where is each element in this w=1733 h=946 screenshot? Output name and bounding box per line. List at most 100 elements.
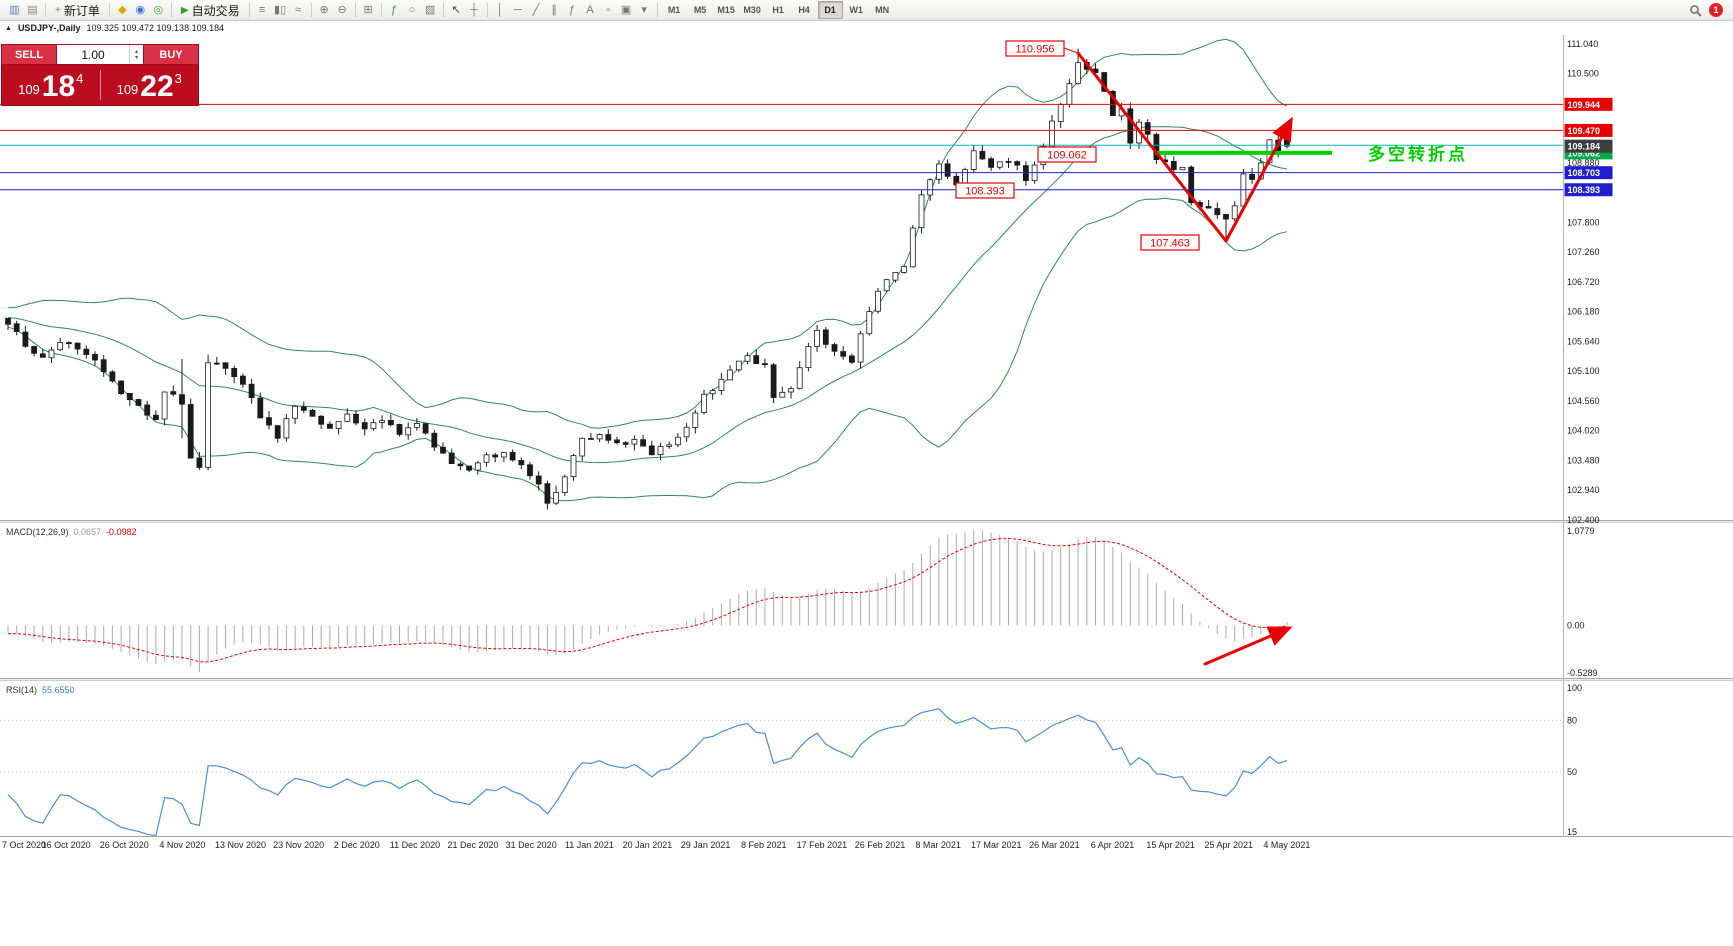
turning-point-label[interactable]: 多空转折点	[1368, 144, 1468, 164]
cursor-icon[interactable]: ↖	[451, 3, 461, 16]
svg-text:105.100: 105.100	[1567, 366, 1600, 376]
chart-title-bar: ▲ USDJPY-,Daily 109.325 109.472 109.138 …	[0, 21, 1733, 35]
zoom-in-icon[interactable]: ⊕	[319, 3, 329, 16]
panel-splitter[interactable]	[0, 520, 1733, 523]
indicators-icon[interactable]: ƒ	[391, 3, 398, 16]
svg-text:4 May 2021: 4 May 2021	[1263, 840, 1310, 850]
buy-button[interactable]: BUY	[143, 44, 199, 65]
quotes-icon[interactable]: ◆	[118, 3, 127, 16]
crosshair-icon[interactable]: ┼	[470, 3, 478, 16]
svg-text:11 Jan 2021: 11 Jan 2021	[565, 840, 614, 850]
buy-price[interactable]: 109 22 3	[101, 65, 199, 105]
price-axis-tags: 109.944 109.470 109.062 108.703 108.393 109.1…	[1564, 97, 1613, 197]
svg-text:109.184: 109.184	[1568, 142, 1601, 152]
text-icon[interactable]: A	[586, 3, 594, 16]
history-center-icon[interactable]: ◉	[135, 3, 146, 16]
svg-text:104.560: 104.560	[1567, 396, 1600, 406]
trend-arrow-0[interactable]	[1063, 47, 1079, 54]
svg-text:109.062: 109.062	[1568, 148, 1601, 158]
svg-text:8 Feb 2021: 8 Feb 2021	[741, 840, 787, 850]
price-axis[interactable]: 111.040110.500109.960109.420108.880108.3…	[1567, 39, 1600, 525]
svg-text:1.0779: 1.0779	[1567, 526, 1595, 536]
line-chart-icon[interactable]: ≈	[295, 3, 302, 16]
svg-text:26 Feb 2021: 26 Feb 2021	[855, 840, 906, 850]
rsi-line	[7, 708, 1288, 837]
shapes-icon[interactable]: ▣	[620, 3, 632, 16]
timeframe-button-mn[interactable]: MN	[875, 5, 890, 15]
buy-price-big: 22	[140, 70, 174, 103]
candlestick-chart-icon[interactable]: ▮▯	[274, 3, 287, 16]
chart-plot-area[interactable]	[0, 35, 1563, 520]
collapse-icon[interactable]: ▲	[5, 24, 12, 32]
chart-window-icon[interactable]: ▥	[9, 3, 20, 16]
buy-price-prefix: 109	[116, 82, 139, 97]
macd-indicator-label: MACD(12,26,9) 0.0657 -0.0982	[6, 527, 137, 537]
svg-text:110.500: 110.500	[1567, 69, 1599, 79]
templates-icon[interactable]: ▨	[424, 3, 436, 16]
horizontal-line-icon[interactable]: ─	[514, 3, 522, 16]
panel-splitter[interactable]	[0, 678, 1733, 681]
svg-text:26 Mar 2021: 26 Mar 2021	[1029, 840, 1080, 850]
svg-text:80: 80	[1567, 715, 1577, 725]
volume-value[interactable]: 1.00	[81, 47, 105, 62]
svg-text:11 Dec 2020: 11 Dec 2020	[390, 840, 440, 850]
autotrading-button-icon: ▶	[180, 4, 189, 16]
timeframe-button-m1[interactable]: M1	[667, 5, 681, 15]
tile-windows-icon[interactable]: ⊞	[363, 3, 373, 16]
trend-arrow-3[interactable]	[1203, 626, 1293, 666]
bollinger-upper-band	[7, 38, 1288, 429]
label-icon[interactable]: ▫	[606, 3, 611, 16]
trendline-icon[interactable]: ╱	[532, 3, 540, 16]
market-icon[interactable]: ◎	[153, 3, 164, 16]
svg-text:6 Apr 2021: 6 Apr 2021	[1091, 840, 1135, 850]
macd-histogram	[7, 530, 1288, 672]
svg-text:31 Dec 2020: 31 Dec 2020	[506, 840, 557, 850]
svg-text:29 Jan 2021: 29 Jan 2021	[681, 840, 731, 850]
sell-price[interactable]: 109 18 4	[2, 65, 100, 105]
price-annotation-box[interactable]: 109.062	[1037, 146, 1097, 163]
svg-text:108.393: 108.393	[965, 186, 1005, 198]
trend-arrow-2[interactable]	[1224, 116, 1293, 243]
volume-spinner[interactable]: ▴ ▾	[129, 45, 143, 64]
new-order-button[interactable]: + 新订单	[50, 2, 105, 19]
timeframe-button-m30[interactable]: M30	[743, 5, 761, 15]
toolbar-separator	[108, 3, 110, 17]
period-icon[interactable]: ○	[408, 3, 416, 16]
dropdown-arrow-icon[interactable]: ▾	[641, 3, 647, 16]
volume-down-icon[interactable]: ▾	[134, 54, 138, 61]
rsi-axis[interactable]: 100 80 50 15	[1567, 683, 1582, 837]
macd-main-value: 0.0657	[73, 527, 102, 537]
price-annotation-box[interactable]: 110.956	[1005, 40, 1065, 57]
bar-chart-icon[interactable]: ≡	[258, 3, 266, 16]
chart-symbol-title: USDJPY-,Daily	[17, 23, 81, 33]
price-divider	[99, 70, 101, 100]
sell-button[interactable]: SELL	[1, 44, 57, 65]
trend-arrow-1[interactable]	[1076, 51, 1228, 243]
vertical-line-icon[interactable]: │	[496, 3, 504, 16]
autotrading-button[interactable]: ▶ 自动交易	[176, 2, 245, 19]
fibonacci-icon[interactable]: ƒ	[569, 3, 576, 16]
timeframe-button-h1[interactable]: H1	[772, 5, 784, 15]
macd-axis[interactable]: 1.0779 0.00 -0.5289	[1567, 526, 1598, 678]
timeframe-button-m15[interactable]: M15	[717, 5, 735, 15]
timeframe-button-w1[interactable]: W1	[849, 5, 863, 15]
toolbar-separator	[380, 3, 382, 17]
volume-input[interactable]: 1.00 ▴ ▾	[57, 44, 143, 65]
search-icon[interactable]	[1687, 2, 1704, 19]
notification-badge[interactable]: 1	[1709, 3, 1723, 17]
svg-text:23 Nov 2020: 23 Nov 2020	[273, 840, 324, 850]
zoom-out-icon[interactable]: ⊖	[337, 3, 347, 16]
price-annotation-box[interactable]: 108.393	[955, 182, 1015, 199]
timeframe-button-d1[interactable]: D1	[817, 1, 843, 19]
price-annotation-box[interactable]: 107.463	[1140, 234, 1200, 251]
timeframe-button-h4[interactable]: H4	[798, 5, 810, 15]
svg-text:16 Oct 2020: 16 Oct 2020	[42, 840, 91, 850]
svg-text:108.393: 108.393	[1568, 185, 1601, 195]
volume-up-icon[interactable]: ▴	[134, 48, 138, 55]
svg-text:15: 15	[1567, 827, 1577, 837]
profiles-icon[interactable]: ▤	[27, 3, 38, 16]
channel-icon[interactable]: ∥	[551, 3, 557, 16]
timeframe-button-m5[interactable]: M5	[693, 5, 707, 15]
